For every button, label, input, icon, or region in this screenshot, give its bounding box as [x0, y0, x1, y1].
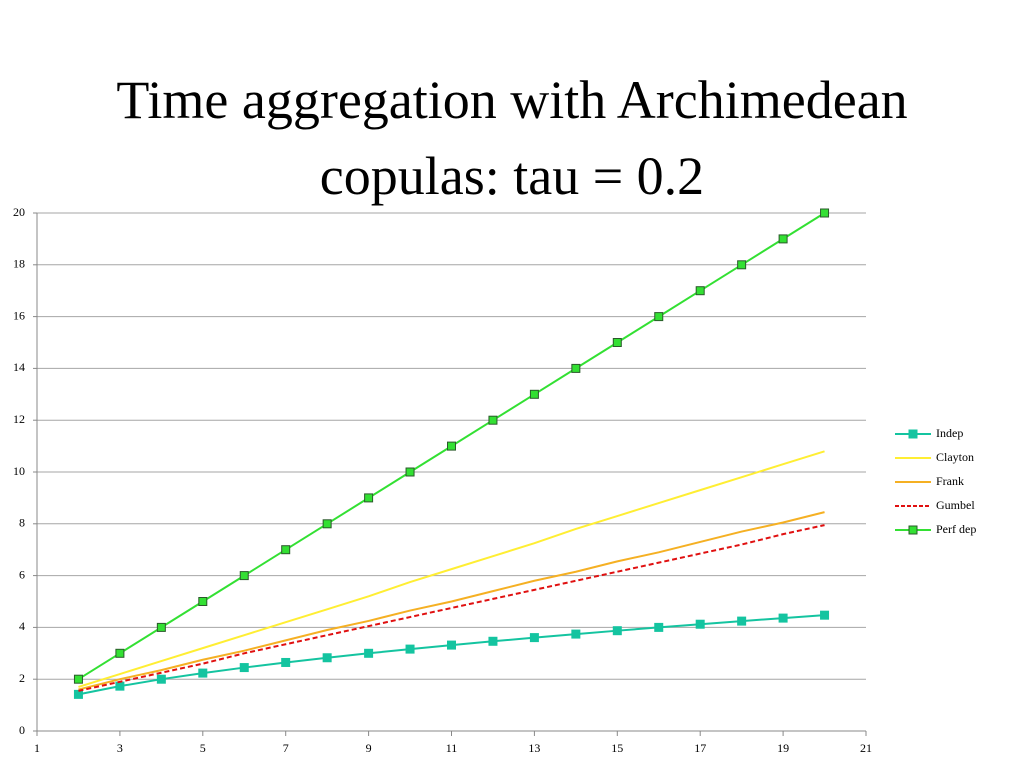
- legend-label: Clayton: [936, 450, 974, 464]
- point-marker: [447, 640, 456, 650]
- point-marker: [405, 467, 415, 477]
- x-tick-label: 9: [366, 741, 372, 755]
- legend-label: Perf dep: [936, 522, 976, 536]
- y-tick-label: 20: [13, 205, 25, 219]
- point-marker: [156, 674, 166, 684]
- x-tick-label: 17: [694, 741, 706, 755]
- legend-label: Indep: [936, 426, 963, 440]
- point-marker: [364, 493, 374, 503]
- series-line: [78, 524, 825, 692]
- x-tick-label: 15: [611, 741, 623, 755]
- legend-label: Gumbel: [936, 498, 975, 512]
- point-marker: [612, 626, 622, 636]
- point-marker: [529, 389, 539, 399]
- legend-label: Frank: [936, 474, 964, 488]
- point-marker: [73, 689, 83, 699]
- point-marker: [281, 657, 291, 667]
- series-line: [78, 450, 825, 688]
- point-marker: [778, 234, 788, 244]
- point-marker: [737, 260, 747, 270]
- point-marker: [778, 613, 788, 623]
- chart-title: Time aggregation with Archimedean copula…: [116, 70, 908, 206]
- x-tick-label: 3: [117, 741, 123, 755]
- point-marker: [239, 571, 249, 581]
- point-marker: [488, 636, 498, 646]
- point-marker: [488, 415, 498, 425]
- legend-marker: [908, 525, 918, 535]
- point-marker: [322, 519, 332, 529]
- point-marker: [115, 681, 125, 691]
- y-tick-label: 4: [19, 619, 25, 633]
- point-marker: [695, 286, 705, 296]
- y-tick-label: 14: [13, 360, 25, 374]
- series-line: [78, 511, 825, 691]
- point-marker: [612, 338, 622, 347]
- y-tick-label: 16: [13, 308, 25, 322]
- y-tick-label: 12: [13, 412, 25, 426]
- point-marker: [281, 545, 291, 555]
- y-tick-label: 0: [19, 723, 25, 737]
- point-marker: [820, 208, 830, 218]
- point-marker: [654, 622, 664, 632]
- x-tick-label: 1: [34, 741, 40, 755]
- point-marker: [654, 312, 664, 322]
- point-marker: [695, 619, 705, 629]
- point-marker: [737, 616, 747, 626]
- x-tick-label: 5: [200, 741, 206, 755]
- point-marker: [820, 610, 830, 620]
- y-tick-label: 2: [19, 671, 25, 685]
- point-marker: [239, 663, 249, 673]
- point-marker: [115, 648, 125, 658]
- point-marker: [571, 363, 581, 373]
- point-marker: [156, 622, 166, 632]
- point-marker: [198, 597, 208, 606]
- x-tick-label: 21: [860, 741, 872, 755]
- point-marker: [529, 633, 539, 643]
- y-tick-label: 6: [19, 567, 25, 581]
- x-tick-label: 13: [528, 741, 540, 755]
- y-tick-label: 8: [19, 516, 25, 530]
- point-marker: [364, 648, 374, 658]
- x-tick-label: 7: [283, 741, 289, 755]
- x-tick-label: 19: [777, 741, 789, 755]
- point-marker: [73, 674, 83, 684]
- point-marker: [322, 653, 332, 663]
- x-tick-label: 11: [446, 741, 458, 755]
- point-marker: [571, 629, 581, 639]
- point-marker: [405, 644, 415, 654]
- y-tick-label: 18: [13, 257, 25, 271]
- legend-marker: [908, 429, 918, 439]
- point-marker: [198, 668, 208, 678]
- point-marker: [447, 441, 456, 451]
- y-tick-label: 10: [13, 464, 25, 478]
